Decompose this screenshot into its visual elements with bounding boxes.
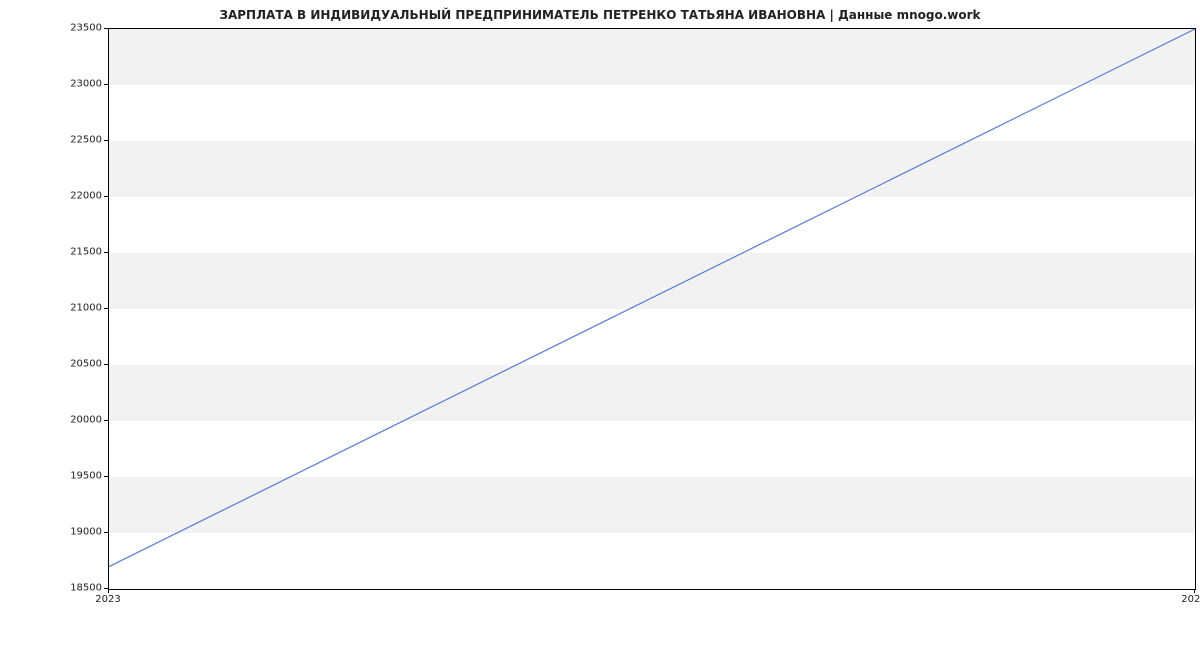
y-tick-label: 22000 — [52, 191, 102, 202]
salary-line-chart: ЗАРПЛАТА В ИНДИВИДУАЛЬНЫЙ ПРЕДПРИНИМАТЕЛ… — [0, 0, 1200, 650]
y-tick-label: 21000 — [52, 303, 102, 314]
y-tick-label: 22500 — [52, 135, 102, 146]
x-tick-mark — [108, 589, 109, 593]
series-layer — [109, 29, 1195, 589]
y-tick-mark — [104, 84, 108, 85]
series-line-salary — [109, 29, 1195, 567]
y-tick-label: 19500 — [52, 471, 102, 482]
plot-area — [108, 28, 1196, 590]
y-tick-mark — [104, 532, 108, 533]
x-tick-label: 2023 — [95, 594, 120, 605]
y-tick-mark — [104, 140, 108, 141]
y-tick-mark — [104, 476, 108, 477]
y-tick-mark — [104, 252, 108, 253]
y-tick-mark — [104, 28, 108, 29]
x-tick-mark — [1194, 589, 1195, 593]
y-tick-label: 20500 — [52, 359, 102, 370]
y-tick-label: 23500 — [52, 23, 102, 34]
y-tick-mark — [104, 420, 108, 421]
y-tick-mark — [104, 308, 108, 309]
y-tick-mark — [104, 196, 108, 197]
y-tick-label: 20000 — [52, 415, 102, 426]
y-tick-label: 18500 — [52, 583, 102, 594]
y-tick-mark — [104, 364, 108, 365]
x-tick-label: 2024 — [1181, 594, 1200, 605]
chart-title: ЗАРПЛАТА В ИНДИВИДУАЛЬНЫЙ ПРЕДПРИНИМАТЕЛ… — [0, 8, 1200, 22]
y-tick-label: 23000 — [52, 79, 102, 90]
y-tick-label: 21500 — [52, 247, 102, 258]
y-tick-label: 19000 — [52, 527, 102, 538]
